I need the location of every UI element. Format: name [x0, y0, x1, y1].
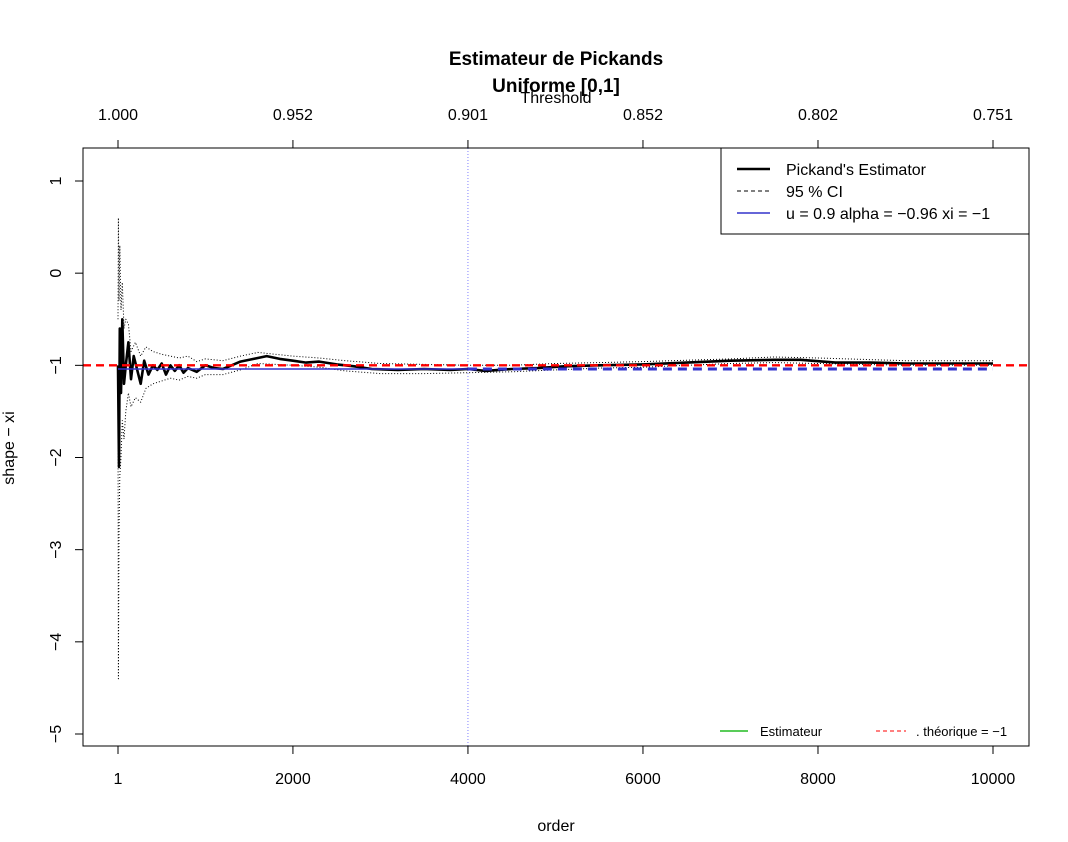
top-tick-label-1: 0.952: [273, 107, 313, 124]
y-tick-label-1: −4: [48, 633, 65, 651]
top-tick-label-2: 0.901: [448, 107, 488, 124]
legend-main-label-1: 95 % CI: [786, 184, 843, 201]
x-axis: 1 2000 4000 6000 8000 10000: [114, 745, 1016, 788]
top-axis-label: Threshold: [520, 90, 591, 107]
x-tick-label-2: 4000: [450, 771, 486, 788]
y-tick-label-0: −5: [48, 725, 65, 743]
plot-area: [83, 148, 1029, 746]
x-axis-label: order: [537, 818, 575, 835]
top-tick-label-5: 0.751: [973, 107, 1013, 124]
y-tick-label-4: −1: [48, 356, 65, 374]
legend-main-box: [720, 147, 1030, 235]
series-ci-lower-line: [117, 362, 993, 680]
plot-frame: [82, 147, 1030, 747]
legend-main-label-2: u = 0.9 alpha = −0.96 xi = −1: [786, 206, 990, 223]
y-tick-label-6: 1: [48, 176, 65, 185]
y-tick-label-5: 0: [48, 269, 65, 278]
series-ci-upper-line: [117, 217, 993, 366]
series-pickands-estimator-line: [116, 317, 993, 469]
top-tick-label-4: 0.802: [798, 107, 838, 124]
top-tick-label-0: 1.000: [98, 107, 138, 124]
legend-main-label-0: Pickand's Estimator: [786, 162, 927, 179]
top-tick-label-3: 0.852: [623, 107, 663, 124]
y-axis: −5 −4 −3 −2 −1 0 1: [48, 176, 84, 743]
legend-bottom: Estimateur . théorique = −1: [720, 724, 1007, 739]
x-tick-label-4: 8000: [800, 771, 836, 788]
y-tick-label-2: −3: [48, 540, 65, 558]
chart-title: Estimateur de Pickands: [449, 49, 663, 70]
x-tick-label-5: 10000: [971, 771, 1016, 788]
legend-bottom-label-0: Estimateur: [760, 724, 823, 739]
y-tick-label-3: −2: [48, 448, 65, 466]
x-tick-label-3: 6000: [625, 771, 661, 788]
legend-main: Pickand's Estimator 95 % CI u = 0.9 alpha …: [720, 147, 1030, 235]
x-tick-label-1: 2000: [275, 771, 311, 788]
legend-bottom-label-1: . théorique = −1: [916, 724, 1007, 739]
y-axis-label: shape − xi: [1, 411, 18, 484]
chart-subtitle: Uniforme [0,1]: [492, 76, 620, 97]
x-tick-label-0: 1: [114, 771, 123, 788]
top-axis: 1.000 0.952 0.901 0.852 0.802 0.751: [98, 107, 1013, 149]
